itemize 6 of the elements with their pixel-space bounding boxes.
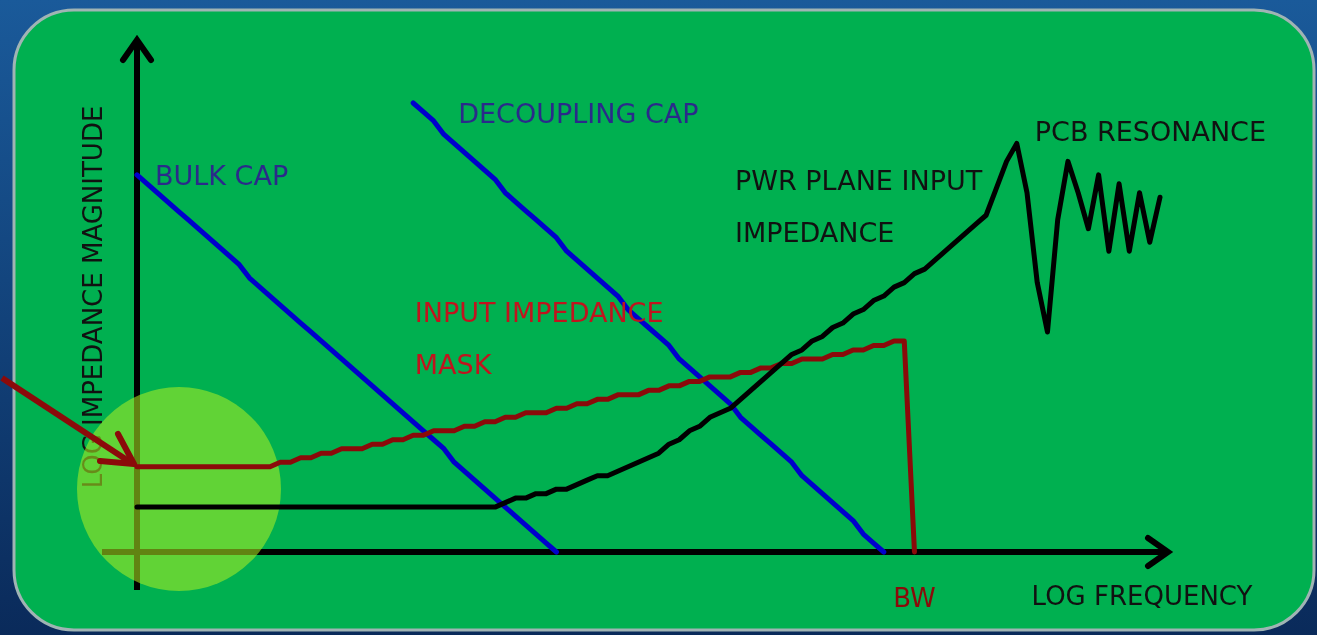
series-label: PWR PLANE INPUT IMPEDANCE (734, 165, 983, 249)
series-label: BULK CAP (155, 159, 289, 191)
x-axis-title: LOG FREQUENCY (1031, 581, 1253, 611)
series-label: DECOUPLING CAP (458, 98, 699, 129)
annotation: PCB RESONANCE (1034, 116, 1267, 148)
text: BW (893, 583, 936, 613)
